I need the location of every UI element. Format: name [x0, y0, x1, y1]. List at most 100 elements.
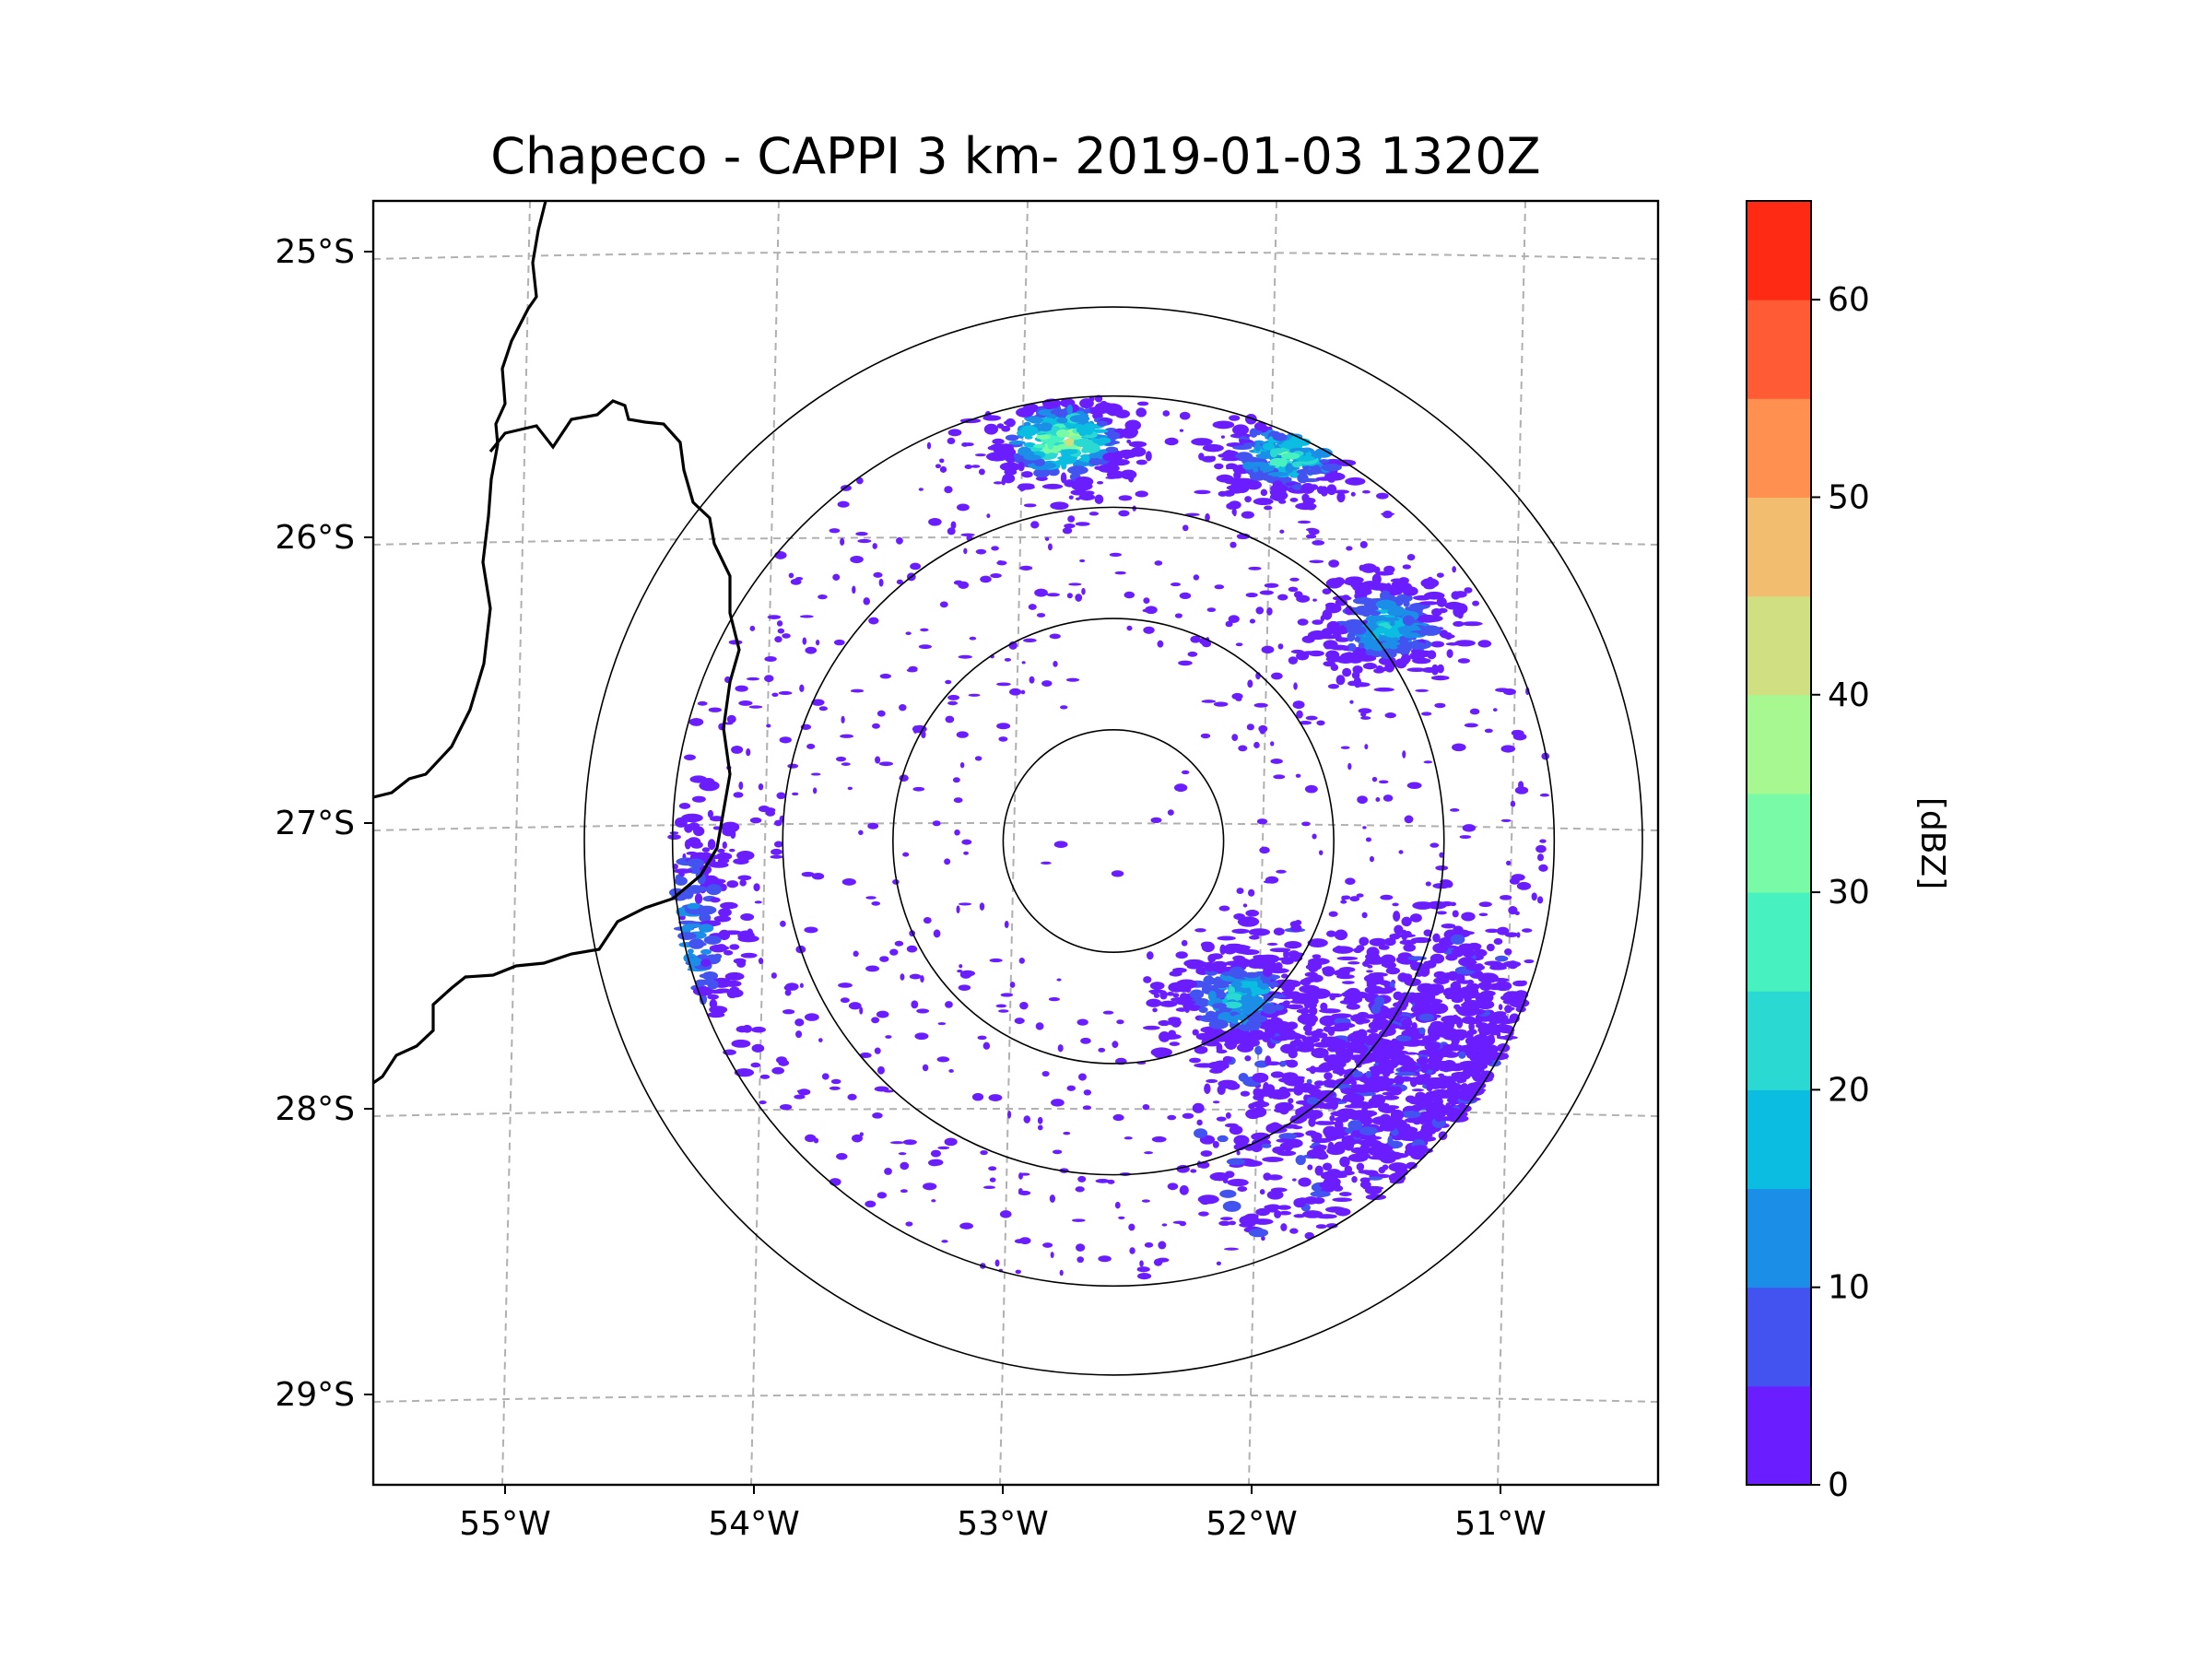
echo-speck — [1050, 1252, 1054, 1259]
echo-speck — [1015, 1269, 1021, 1275]
echo-speck — [1341, 981, 1355, 984]
echo-speck — [790, 578, 802, 585]
echo-speck — [1277, 643, 1284, 650]
echo-region-1 — [1291, 461, 1302, 468]
echo-speck — [1288, 586, 1299, 593]
echo-speck — [852, 1134, 863, 1143]
echo-region-2 — [1362, 663, 1377, 670]
echo-region-3 — [1314, 1165, 1324, 1176]
echo-region-4 — [736, 959, 747, 968]
echo-speck — [1511, 729, 1524, 736]
echo-region-3 — [1395, 1056, 1415, 1066]
echo-speck — [1088, 512, 1100, 516]
echo-region-3 — [1357, 1029, 1368, 1039]
echo-speck — [899, 704, 907, 712]
echo-region-3 — [1477, 982, 1488, 988]
echo-region-5 — [1279, 1031, 1301, 1039]
echo-region-5 — [1217, 935, 1236, 941]
echo-speck — [1098, 1047, 1106, 1053]
echo-region-3 — [1315, 1028, 1324, 1033]
echo-speck — [726, 714, 736, 724]
echo-region-3 — [1304, 1231, 1314, 1240]
echo-region-0 — [1130, 429, 1139, 436]
echo-speck — [1340, 746, 1350, 749]
echo-region-3 — [1387, 1135, 1394, 1147]
echo-region-5 — [1214, 1033, 1228, 1042]
echo-region-3 — [1366, 947, 1380, 958]
x-tick-label-2: 53°W — [957, 1505, 1048, 1543]
echo-region-1 — [1223, 489, 1235, 497]
echo-speck — [929, 1159, 944, 1166]
echo-region-3 — [1425, 1090, 1445, 1099]
echo-region-0 — [1026, 418, 1044, 423]
echo-speck — [859, 1006, 864, 1015]
echo-region-3 — [1332, 1069, 1350, 1075]
echo-speck — [1492, 708, 1498, 712]
echo-region-2 — [1342, 667, 1352, 677]
echo-region-3 — [1340, 1088, 1355, 1095]
echo-speck — [748, 705, 763, 709]
echo-speck — [708, 707, 722, 712]
echo-speck — [832, 573, 841, 581]
echo-speck — [963, 851, 970, 855]
echo-region-3 — [1204, 1083, 1211, 1094]
echo-speck — [766, 724, 771, 728]
echo-region-3 — [1358, 1170, 1373, 1174]
echo-speck — [1014, 1018, 1025, 1025]
echo-speck — [1077, 1018, 1088, 1026]
x-tick-label-3: 52°W — [1206, 1505, 1297, 1543]
echo-speck — [1158, 1241, 1167, 1250]
echo-region-3 — [1347, 1120, 1363, 1131]
echo-region-4 — [722, 826, 735, 837]
echo-region-4 — [699, 780, 720, 792]
echo-speck — [920, 628, 929, 632]
echo-speck — [945, 715, 955, 724]
echo-speck — [749, 817, 762, 824]
echo-region-4 — [681, 813, 703, 823]
echo-speck — [1137, 1272, 1152, 1280]
echo-speck — [1220, 435, 1225, 439]
echo-speck — [780, 1103, 793, 1111]
echo-region-3 — [1425, 987, 1441, 996]
echo-speck — [935, 464, 942, 469]
echo-region-3 — [1324, 1206, 1347, 1213]
echo-region-3 — [1310, 1191, 1331, 1198]
echo-region-3 — [1367, 1133, 1377, 1144]
echo-speck — [1538, 864, 1548, 872]
echo-speck — [669, 831, 679, 835]
echo-region-0 — [1055, 429, 1070, 438]
echo-region-5 — [1237, 981, 1254, 988]
echo-speck — [774, 636, 782, 643]
echo-region-3 — [1382, 1069, 1391, 1077]
echo-region-3 — [1283, 1088, 1297, 1092]
echo-speck — [1436, 911, 1447, 915]
echo-speck — [811, 699, 825, 706]
echo-speck — [1292, 700, 1305, 710]
echo-speck — [923, 1182, 937, 1191]
echo-speck — [1280, 1223, 1288, 1231]
echo-speck — [688, 717, 704, 726]
echo-region-5 — [1289, 1040, 1300, 1048]
echo-region-0 — [1107, 431, 1121, 441]
echo-speck — [1114, 1201, 1121, 1209]
echo-region-3 — [1328, 1026, 1350, 1032]
echo-region-3 — [1394, 1071, 1417, 1077]
chart-title: Chapeco - CAPPI 3 km- 2019-01-03 1320Z — [490, 127, 1540, 185]
echo-region-3 — [1340, 900, 1347, 904]
echo-speck — [1452, 743, 1466, 752]
echo-region-3 — [1457, 980, 1475, 984]
echo-region-5 — [1226, 993, 1242, 1002]
echo-region-0 — [1021, 471, 1033, 478]
echo-speck — [1535, 844, 1547, 853]
echo-region-1 — [1229, 415, 1241, 421]
echo-speck — [1312, 540, 1325, 546]
echo-speck — [947, 700, 959, 706]
echo-region-1 — [1260, 451, 1267, 459]
echo-speck — [958, 984, 971, 991]
echo-region-3 — [1496, 926, 1510, 935]
echo-region-4 — [700, 948, 712, 955]
echo-speck — [1235, 642, 1243, 647]
echo-region-0 — [1081, 447, 1089, 453]
echo-region-2 — [1403, 632, 1420, 639]
echo-speck — [1076, 1243, 1086, 1252]
